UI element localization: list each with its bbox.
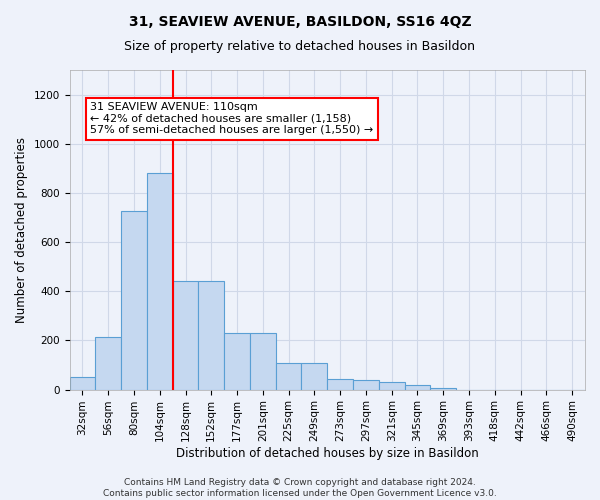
Bar <box>147 174 173 390</box>
Bar <box>250 333 276 390</box>
Bar <box>430 388 456 390</box>
Bar <box>379 382 404 390</box>
Bar <box>224 333 250 390</box>
Bar <box>301 362 327 390</box>
Bar <box>276 362 301 390</box>
Text: Contains HM Land Registry data © Crown copyright and database right 2024.
Contai: Contains HM Land Registry data © Crown c… <box>103 478 497 498</box>
Y-axis label: Number of detached properties: Number of detached properties <box>15 137 28 323</box>
Bar <box>95 336 121 390</box>
Text: 31 SEAVIEW AVENUE: 110sqm
← 42% of detached houses are smaller (1,158)
57% of se: 31 SEAVIEW AVENUE: 110sqm ← 42% of detac… <box>90 102 373 135</box>
Text: 31, SEAVIEW AVENUE, BASILDON, SS16 4QZ: 31, SEAVIEW AVENUE, BASILDON, SS16 4QZ <box>128 15 472 29</box>
Bar <box>121 212 147 390</box>
Bar <box>353 380 379 390</box>
X-axis label: Distribution of detached houses by size in Basildon: Distribution of detached houses by size … <box>176 447 479 460</box>
Bar <box>173 282 199 390</box>
Bar <box>327 378 353 390</box>
Bar <box>70 378 95 390</box>
Text: Size of property relative to detached houses in Basildon: Size of property relative to detached ho… <box>125 40 476 53</box>
Bar <box>404 384 430 390</box>
Bar <box>199 282 224 390</box>
